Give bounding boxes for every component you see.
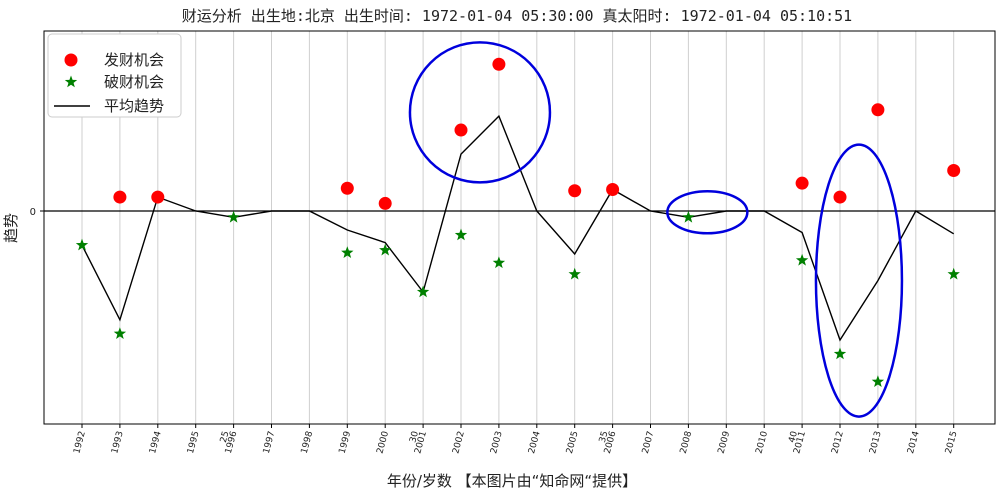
gain-point-2003 [492,57,506,71]
loss-point-1999 [341,246,354,258]
age-label-1996: 25 [219,430,232,444]
gain-point-1994 [151,190,165,204]
x-tick-label-1999: 1999 [338,430,354,455]
gain-point-1999 [340,181,354,195]
x-tick-label-2012: 2012 [830,430,846,455]
x-tick-label-2000: 2000 [376,430,392,455]
legend-label-0: 发财机会 [104,51,164,69]
gain-point-2015 [947,164,961,178]
x-tick-label-2003: 2003 [489,430,505,455]
marks-layer [44,41,995,418]
x-tick-label-2005: 2005 [565,430,581,455]
age-label-2006: 35 [598,430,611,444]
loss-point-2005 [568,267,581,280]
legend-marker-loss [64,75,78,88]
age-label-2001: 30 [408,430,421,444]
x-tick-label-2009: 2009 [717,430,733,455]
y-axis-label: 趋势 [2,213,20,243]
x-tick-label-2014: 2014 [906,430,922,455]
loss-point-2011 [795,253,809,266]
x-tick-label-2007: 2007 [641,430,657,455]
y-tick-labels: 0 [30,207,44,218]
gain-point-1993 [113,190,127,204]
loss-point-1993 [113,327,127,339]
gain-point-2002 [454,123,468,137]
x-axis-label: 年份/岁数 【本图片由“知命网“提供】 [387,472,637,490]
gain-point-2013 [871,103,885,117]
loss-point-2000 [379,243,392,256]
age-label-2011: 40 [787,430,800,444]
x-tick-label-1994: 1994 [148,430,164,455]
gain-point-2006 [606,182,620,196]
loss-point-2015 [947,267,960,280]
loss-point-1996 [227,210,240,223]
legend-marker-gain [64,53,78,67]
gain-point-2011 [795,176,809,190]
trend-line [81,114,955,342]
highlight-circle-0 [408,41,552,184]
loss-point-2008 [682,210,695,223]
highlight-ellipse-2 [814,143,904,418]
loss-point-2012 [833,347,847,360]
grid-lines [81,31,955,424]
loss-point-2002 [454,228,468,241]
x-tick-label-2004: 2004 [527,430,543,455]
highlight-ellipse-1 [666,190,749,235]
chart-title: 财运分析 出生地:北京 出生时间: 1972-01-04 05:30:00 真太… [182,7,852,25]
gain-point-2005 [568,184,582,198]
x-tick-label-1992: 1992 [72,430,88,455]
loss-point-2013 [871,375,885,388]
x-tick-label-2002: 2002 [451,430,467,455]
plot-area [43,30,996,425]
x-tick-label-2010: 2010 [755,430,771,455]
gain-point-2012 [833,190,847,204]
x-tick-label-2008: 2008 [679,430,695,455]
gain-point-2000 [378,196,392,210]
x-tick-label-2013: 2013 [868,430,884,455]
x-tick-label-1995: 1995 [186,430,202,455]
legend-box [47,33,182,118]
x-tick-label-2015: 2015 [944,430,960,455]
x-tick-label-1998: 1998 [300,430,316,455]
loss-point-2003 [492,256,506,269]
x-tick-label-1997: 1997 [262,430,278,455]
loss-point-1992 [75,238,89,251]
x-tick-label-1993: 1993 [110,430,126,455]
y-tick-label-0: 0 [30,207,36,218]
legend-label-2: 平均趋势 [104,97,164,115]
legend-label-1: 破财机会 [104,73,164,91]
loss-point-2001 [416,285,430,298]
